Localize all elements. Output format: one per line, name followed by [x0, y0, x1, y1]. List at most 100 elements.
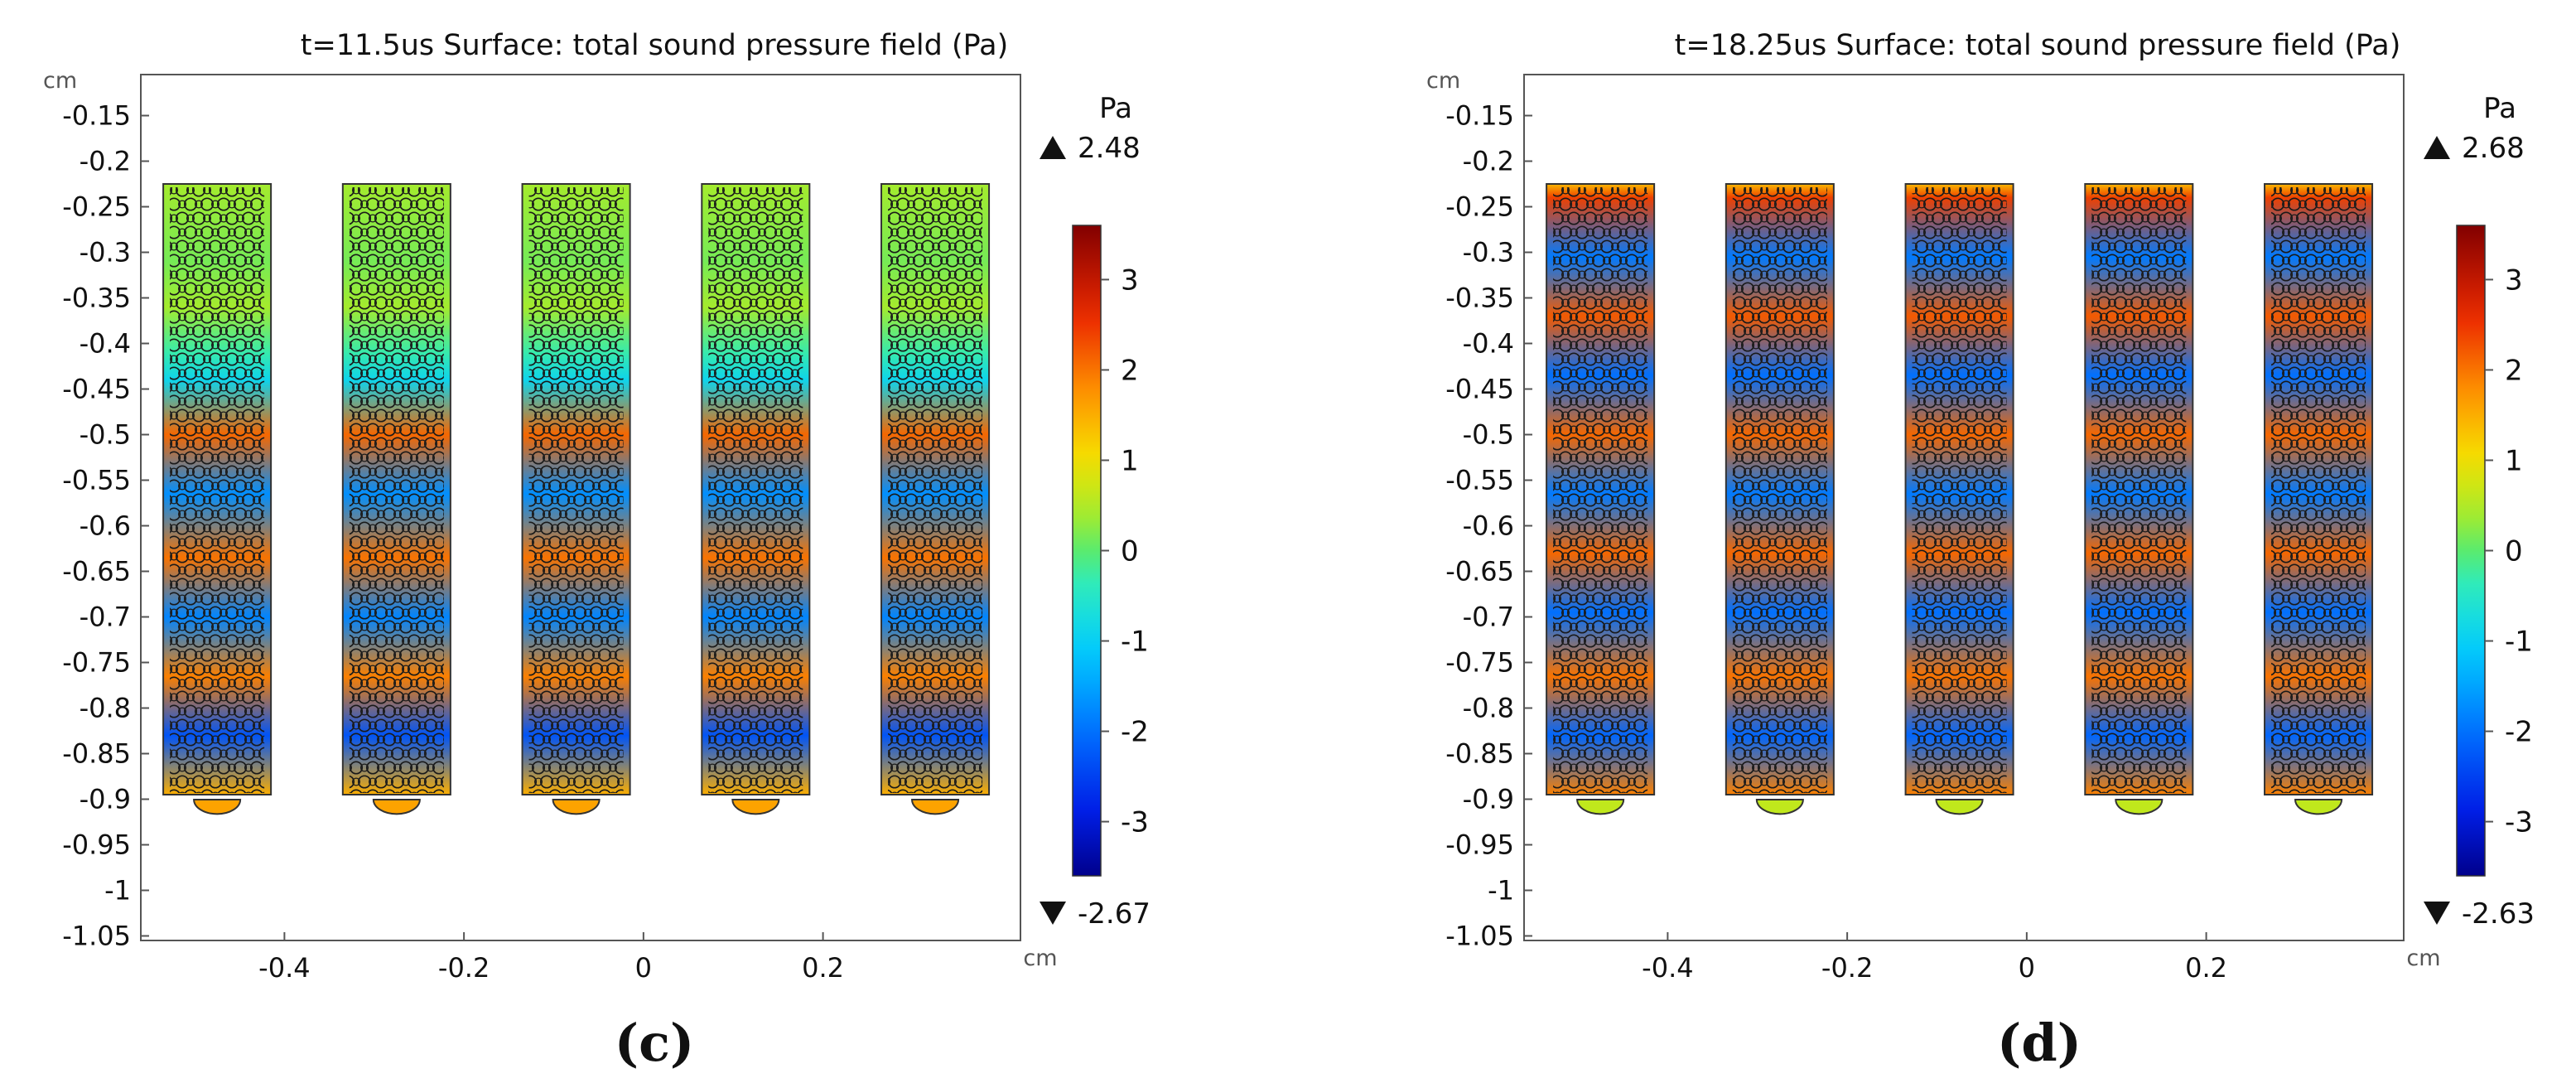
y-tick-label: -0.9	[80, 784, 131, 815]
chart-title: t=18.25us Surface: total sound pressure …	[1675, 29, 2401, 62]
domain-column	[1725, 183, 1835, 815]
colorbar-tick-label: 2	[1121, 354, 1139, 387]
colorbar	[1072, 225, 1102, 877]
y-tick-label: -0.35	[1445, 283, 1514, 314]
y-tick-label: -0.55	[62, 465, 131, 496]
ring-lattice	[170, 187, 265, 793]
colorbar-max-label: 2.48	[1078, 132, 1141, 165]
column-outline	[162, 183, 273, 795]
plot-frame	[140, 74, 1021, 941]
domain-column	[880, 183, 991, 815]
ring-lattice	[2091, 187, 2187, 793]
y-tick-label: -0.4	[1463, 328, 1514, 360]
y-tick-label: -0.3	[1463, 237, 1514, 268]
transducer-foot	[731, 799, 780, 815]
colorbar-tick-label: -3	[2505, 806, 2533, 839]
panel-caption: (d)	[1997, 1013, 2082, 1073]
colorbar	[2456, 225, 2486, 877]
colorbar-tick-label: 0	[2505, 535, 2523, 568]
y-tick-label: -0.65	[1445, 556, 1514, 587]
domain-column	[2084, 183, 2194, 815]
colorbar-tick-label: -1	[2505, 626, 2533, 659]
domain-column	[701, 183, 811, 815]
x-tick-label: -0.2	[1821, 952, 1873, 984]
domain-column	[2264, 183, 2374, 815]
x-axis-unit: cm	[2406, 945, 2440, 971]
y-tick-label: -0.15	[62, 100, 131, 132]
ring-lattice	[708, 187, 803, 793]
colorbar-unit: Pa	[1099, 92, 1132, 125]
column-outline	[2264, 183, 2374, 795]
ring-lattice	[349, 187, 444, 793]
colorbar-min-label: -2.67	[1078, 897, 1151, 931]
domain-column	[521, 183, 631, 815]
y-tick-label: -0.95	[62, 829, 131, 861]
ring-lattice	[1553, 187, 1648, 793]
column-outline	[701, 183, 811, 795]
max-marker-icon	[1040, 136, 1066, 159]
y-tick-label: -0.2	[1463, 146, 1514, 177]
y-tick-label: -0.25	[1445, 191, 1514, 223]
domain-column	[341, 183, 451, 815]
y-tick-label: -1.05	[62, 921, 131, 952]
x-tick-label: -0.4	[258, 952, 310, 984]
column-outline	[1904, 183, 2014, 795]
y-tick-label: -1	[104, 875, 131, 907]
y-tick-label: -0.5	[80, 419, 131, 451]
colorbar-tick-label: -1	[1121, 626, 1149, 659]
ring-lattice	[528, 187, 624, 793]
plot-frame	[1523, 74, 2405, 941]
x-tick-label: 0.2	[2185, 952, 2227, 984]
y-tick-label: -0.8	[1463, 693, 1514, 724]
column-outline	[521, 183, 631, 795]
y-tick-label: -0.45	[62, 374, 131, 405]
y-tick-label: -0.5	[1463, 419, 1514, 451]
min-marker-icon	[1040, 902, 1066, 925]
y-tick-label: -1	[1488, 875, 1514, 907]
domain-column	[1904, 183, 2014, 815]
x-axis-unit: cm	[1023, 945, 1057, 971]
y-tick-label: -0.85	[62, 738, 131, 770]
panel-d: t=18.25us Surface: total sound pressure …	[1426, 29, 2535, 1073]
y-tick-label: -0.2	[80, 146, 131, 177]
y-tick-label: -0.55	[1445, 465, 1514, 496]
y-tick-label: -0.75	[62, 647, 131, 679]
column-outline	[1546, 183, 1656, 795]
y-axis-unit: cm	[1426, 68, 1460, 94]
colorbar-tick-label: 1	[1121, 444, 1139, 477]
panel-caption: (c)	[615, 1013, 694, 1073]
min-marker-icon	[2424, 902, 2450, 925]
y-tick-label: -0.95	[1445, 829, 1514, 861]
colorbar-tick-label: -3	[1121, 806, 1149, 839]
domain-column	[1546, 183, 1656, 815]
transducer-foot	[1576, 799, 1625, 815]
colorbar-tick-label: -2	[1121, 716, 1149, 749]
ring-lattice	[1912, 187, 2007, 793]
transducer-foot	[552, 799, 601, 815]
colorbar-tick-label: 1	[2505, 444, 2523, 477]
y-tick-label: -0.25	[62, 191, 131, 223]
transducer-foot	[372, 799, 421, 815]
colorbar-min-label: -2.63	[2462, 897, 2535, 931]
y-tick-label: -1.05	[1445, 921, 1514, 952]
y-tick-label: -0.6	[1463, 510, 1514, 542]
ring-lattice	[888, 187, 983, 793]
ring-lattice	[1732, 187, 1827, 793]
transducer-foot	[1935, 799, 1984, 815]
column-outline	[880, 183, 991, 795]
y-tick-label: -0.9	[1463, 784, 1514, 815]
colorbar-tick-label: 2	[2505, 354, 2523, 387]
y-tick-label: -0.65	[62, 556, 131, 587]
column-outline	[2084, 183, 2194, 795]
y-tick-label: -0.15	[1445, 100, 1514, 132]
x-tick-label: 0	[2019, 952, 2035, 984]
y-tick-label: -0.4	[80, 328, 131, 360]
y-tick-label: -0.8	[80, 693, 131, 724]
y-tick-label: -0.85	[1445, 738, 1514, 770]
y-tick-label: -0.6	[80, 510, 131, 542]
transducer-foot	[2294, 799, 2343, 815]
x-tick-label: -0.2	[438, 952, 490, 984]
colorbar-tick-label: 3	[1121, 263, 1139, 297]
transducer-foot	[1755, 799, 1804, 815]
